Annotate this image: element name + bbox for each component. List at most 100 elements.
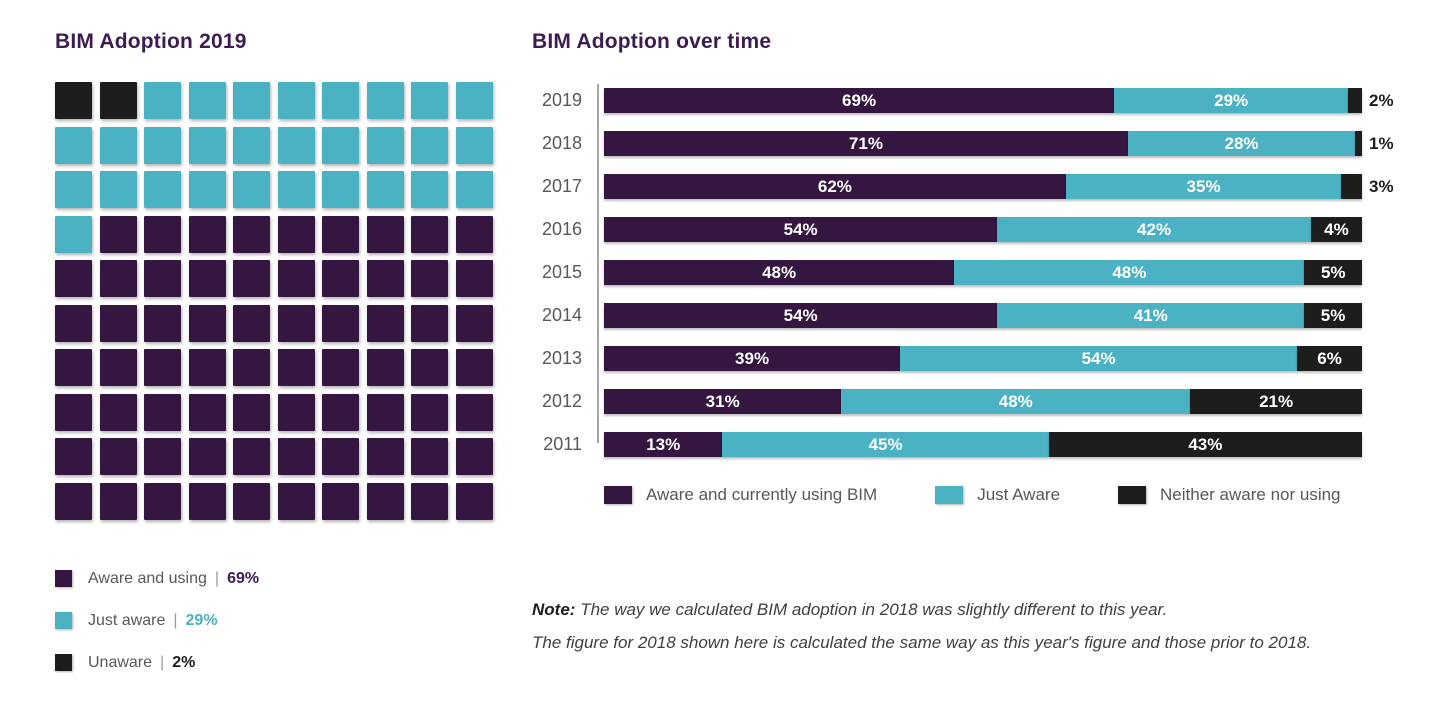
waffle-cell-aware-and-using [322,215,359,253]
waffle-cell-aware-and-using [366,260,404,297]
waffle-cell-unaware [55,82,92,119]
waffle-cell-aware-and-using [411,482,448,520]
segment-aware-and-currently-using-bim: 39% [604,346,901,371]
waffle-cell-just-aware [233,126,270,164]
waffle-cell-aware-and-using [455,393,493,431]
waffle-cell-just-aware [277,82,315,119]
waffle-cell-just-aware [322,126,359,164]
segment-just-aware: 28% [1127,131,1356,156]
bar-row-2013: 2013 39% 54% 6% [532,346,1410,371]
waffle-cell-just-aware [99,171,137,208]
waffle-cell-aware-and-using [322,482,359,520]
waffle-cell-just-aware [188,126,226,164]
waffle-cell-aware-and-using [233,393,270,431]
segment-value-label: 4% [1324,219,1349,239]
waffle-cell-aware-and-using [322,304,359,342]
stacked-bar-panel: BIM Adoption over time 2019 69% 29% 2% 2018 7… [532,30,1444,659]
waffle-chart-title: BIM Adoption 2019 [55,30,247,53]
bar-chart-legend: Aware and currently using BIM Just Aware… [604,485,1444,505]
waffle-cell-aware-and-using [144,349,181,386]
footnote: Note: The way we calculated BIM adoption… [532,593,1444,659]
waffle-cell-aware-and-using [144,482,181,520]
aware-and-currently-using-bim-swatch [604,486,632,504]
segment-just-aware: 41% [997,303,1305,328]
waffle-cell-aware-and-using [322,260,359,297]
segment-value-label-outside: 3% [1369,177,1394,196]
waffle-cell-aware-and-using [366,215,404,253]
note-line1: The way we calculated BIM adoption in 20… [580,600,1168,619]
legend-item-aware-and-currently-using-bim: Aware and currently using BIM [604,485,877,505]
waffle-cell-just-aware [455,171,493,208]
segment-aware-and-currently-using-bim: 48% [604,260,955,285]
waffle-legend: Aware and using | 69% Just aware | 29% U… [55,570,515,672]
year-label: 2011 [543,434,582,454]
segment-value-label: 71% [848,133,883,153]
bar-row-2016: 2016 54% 42% 4% [532,217,1410,242]
waffle-cell-aware-and-using [411,393,448,431]
segment-neither-aware-nor-using [1341,174,1363,199]
waffle-cell-aware-and-using [366,438,404,475]
segment-value-label: 5% [1320,262,1346,282]
waffle-cell-just-aware [188,171,226,208]
waffle-cell-aware-and-using [366,482,404,520]
segment-value-label: 35% [1186,176,1221,196]
segment-neither-aware-nor-using: 43% [1048,432,1362,457]
waffle-cell-aware-and-using [233,260,270,297]
segment-neither-aware-nor-using: 5% [1304,303,1362,328]
waffle-cell-just-aware [233,82,270,119]
segment-value-label: 41% [1133,305,1168,325]
waffle-cell-aware-and-using [188,482,226,520]
waffle-cell-aware-and-using [188,260,226,297]
legend-value: 29% [185,611,218,629]
bar-track: 31% 48% 21% [604,389,1362,414]
waffle-cell-aware-and-using [455,215,493,253]
bar-track: 62% 35% 3% [604,174,1394,199]
waffle-cell-aware-and-using [366,393,404,431]
waffle-cell-aware-and-using [144,215,181,253]
stacked-bar-chart-title: BIM Adoption over time [532,30,772,53]
segment-value-label: 39% [735,348,770,368]
segment-value-label: 48% [998,391,1033,411]
waffle-cell-aware-and-using [411,438,448,475]
segment-value-label: 62% [817,176,852,196]
year-label: 2013 [541,348,582,368]
segment-value-label: 29% [1214,90,1249,110]
note-label: Note: [532,600,576,619]
segment-just-aware: 35% [1065,174,1342,199]
bar-track: 54% 42% 4% [604,217,1362,242]
waffle-cell-aware-and-using [55,349,92,386]
note-line2: The figure for 2018 shown here is calcul… [532,633,1312,652]
waffle-cell-just-aware [277,171,315,208]
waffle-cell-just-aware [411,126,448,164]
waffle-cell-aware-and-using [233,438,270,475]
waffle-cell-aware-and-using [188,304,226,342]
bar-row-2017: 2017 62% 35% 3% [532,174,1410,199]
waffle-cell-aware-and-using [233,304,270,342]
waffle-cell-aware-and-using [322,349,359,386]
waffle-cell-aware-and-using [455,304,493,342]
bar-track: 13% 45% 43% [604,432,1362,457]
waffle-cell-aware-and-using [233,482,270,520]
segment-neither-aware-nor-using: 6% [1297,346,1362,371]
segment-value-label: 69% [842,90,877,110]
segment-neither-aware-nor-using [1348,88,1362,113]
waffle-cell-aware-and-using [144,438,181,475]
waffle-cell-aware-and-using [455,438,493,475]
waffle-cell-just-aware [455,82,493,119]
bar-track: 71% 28% 1% [604,131,1394,156]
waffle-cell-aware-and-using [277,349,315,386]
segment-value-label: 21% [1259,391,1294,411]
legend-label: Just aware [88,611,166,629]
segment-value-label: 6% [1317,348,1342,368]
legend-item-unaware: Unaware | 2% [55,654,515,672]
waffle-cell-unaware [99,82,137,119]
year-label: 2015 [541,262,582,282]
bar-row-2019: 2019 69% 29% 2% [532,88,1410,113]
waffle-cell-aware-and-using [188,215,226,253]
bar-row-2012: 2012 31% 48% 21% [532,389,1410,414]
waffle-cell-just-aware [366,171,404,208]
segment-value-label: 54% [783,305,818,325]
waffle-cell-aware-and-using [188,349,226,386]
waffle-cell-aware-and-using [55,438,92,475]
legend-separator: | [214,569,220,587]
